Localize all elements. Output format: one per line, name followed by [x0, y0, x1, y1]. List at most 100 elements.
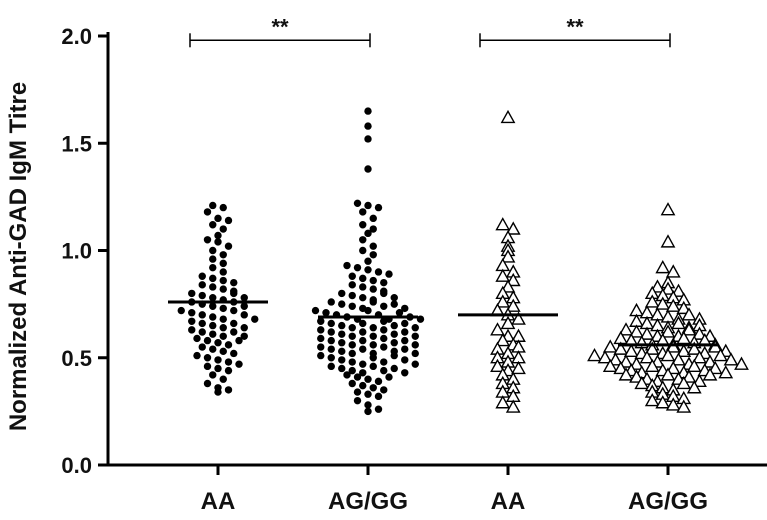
data-point-circle	[359, 328, 367, 336]
data-point-triangle	[734, 356, 749, 370]
data-point-triangle	[660, 367, 676, 381]
data-point-circle	[209, 274, 217, 283]
data-point-circle	[401, 345, 409, 353]
y-tick-label: 0.5	[61, 346, 92, 371]
data-point-circle	[230, 289, 238, 298]
data-point-circle	[219, 304, 227, 313]
data-point-triangle	[660, 324, 676, 338]
data-point-triangle	[608, 352, 623, 366]
data-point-triangle	[681, 307, 697, 321]
data-point-triangle	[634, 375, 650, 390]
data-point-circle	[219, 285, 227, 293]
data-point-triangle	[650, 279, 665, 293]
data-point-circle	[209, 302, 217, 310]
data-point-circle	[353, 388, 362, 396]
data-point-triangle	[644, 341, 660, 355]
y-tick-label: 2.0	[61, 24, 92, 49]
data-point-circle	[369, 242, 377, 250]
data-point-circle	[214, 388, 222, 396]
data-point-triangle	[490, 358, 505, 372]
data-point-circle	[374, 268, 383, 276]
data-point-triangle	[665, 339, 681, 353]
data-point-circle	[214, 339, 222, 347]
data-point-circle	[209, 313, 217, 321]
data-point-circle	[198, 319, 206, 328]
data-point-circle	[359, 360, 367, 368]
data-point-circle	[364, 201, 372, 210]
data-point-circle	[380, 358, 388, 366]
data-point-circle	[348, 272, 356, 280]
data-point-circle	[348, 358, 356, 366]
data-point-circle	[338, 300, 346, 308]
data-point-circle	[209, 293, 217, 302]
data-point-circle	[380, 334, 388, 343]
data-point-circle	[369, 362, 377, 371]
data-point-circle	[380, 278, 388, 287]
data-point-triangle	[644, 358, 660, 372]
data-point-circle	[209, 263, 217, 272]
data-point-circle	[198, 343, 206, 351]
data-point-circle	[411, 360, 419, 368]
data-point-circle	[177, 306, 185, 315]
data-point-circle	[327, 328, 335, 336]
data-point-circle	[369, 298, 377, 306]
y-tick-label: 1.0	[61, 239, 92, 264]
data-point-triangle	[511, 311, 526, 325]
data-point-circle	[235, 336, 243, 345]
data-point-circle	[364, 266, 372, 274]
data-point-circle	[390, 300, 398, 308]
data-point-circle	[369, 332, 377, 340]
data-point-circle	[364, 401, 372, 409]
data-point-circle	[203, 362, 212, 371]
data-point-circle	[219, 332, 227, 340]
data-point-circle	[224, 386, 233, 394]
data-point-circle	[390, 351, 398, 360]
data-point-triangle	[702, 367, 718, 381]
data-point-circle	[209, 330, 217, 338]
data-point-circle	[188, 317, 196, 325]
data-point-circle	[390, 321, 398, 330]
data-point-circle	[230, 278, 238, 287]
data-point-circle	[359, 221, 367, 229]
data-point-circle	[214, 356, 222, 364]
data-point-triangle	[500, 109, 516, 124]
data-point-triangle	[707, 360, 723, 375]
data-point-circle	[380, 289, 388, 298]
data-point-circle	[359, 293, 367, 302]
data-point-circle	[411, 341, 419, 349]
data-point-triangle	[718, 365, 734, 379]
data-point-triangle	[660, 202, 676, 216]
data-point-triangle	[644, 393, 660, 407]
data-point-circle	[359, 283, 367, 291]
data-point-circle	[374, 405, 383, 413]
data-point-circle	[369, 276, 377, 285]
data-point-triangle	[629, 369, 644, 383]
data-point-circle	[338, 330, 346, 338]
data-point-triangle	[665, 298, 681, 312]
data-point-circle	[240, 302, 248, 310]
data-point-circle	[369, 324, 377, 332]
data-point-circle	[359, 336, 367, 345]
data-point-circle	[338, 347, 346, 356]
data-point-circle	[230, 306, 238, 315]
data-point-circle	[193, 351, 201, 360]
data-point-circle	[219, 225, 227, 233]
data-point-circle	[364, 257, 372, 265]
significance-label: **	[566, 14, 584, 39]
data-point-circle	[353, 373, 362, 381]
significance-brackets: ** **	[189, 14, 671, 48]
data-point-circle	[311, 306, 320, 315]
data-point-triangle	[660, 234, 676, 248]
data-point-circle	[230, 319, 238, 328]
data-point-triangle	[587, 347, 602, 362]
x-category-label: AG/GG	[328, 488, 408, 515]
data-point-circle	[369, 225, 377, 233]
data-point-circle	[374, 392, 383, 401]
data-point-triangle	[602, 339, 618, 353]
data-point-circle	[401, 328, 409, 336]
data-point-triangle	[495, 268, 511, 282]
data-point-circle	[198, 281, 206, 289]
x-category-label: AG/GG	[628, 488, 708, 515]
data-point-circle	[359, 246, 367, 255]
data-point-circle	[364, 375, 372, 383]
